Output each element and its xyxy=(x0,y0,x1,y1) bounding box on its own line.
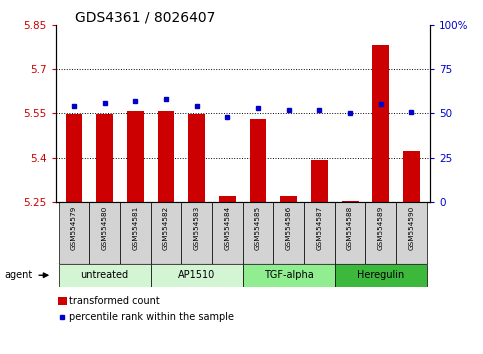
Text: AP1510: AP1510 xyxy=(178,270,215,280)
Bar xyxy=(120,202,151,264)
Text: GDS4361 / 8026407: GDS4361 / 8026407 xyxy=(75,11,215,25)
Text: GSM554581: GSM554581 xyxy=(132,206,138,250)
Text: GSM554588: GSM554588 xyxy=(347,206,353,250)
Bar xyxy=(188,114,205,202)
Bar xyxy=(212,202,243,264)
Bar xyxy=(58,202,89,264)
Bar xyxy=(243,202,273,264)
Text: GSM554582: GSM554582 xyxy=(163,206,169,250)
Bar xyxy=(273,202,304,264)
Text: GSM554589: GSM554589 xyxy=(378,206,384,250)
Bar xyxy=(372,45,389,202)
Bar xyxy=(304,202,335,264)
Bar xyxy=(341,201,358,202)
Bar xyxy=(151,202,181,264)
Bar xyxy=(335,202,366,264)
Bar xyxy=(403,151,420,202)
Bar xyxy=(157,111,174,202)
Text: untreated: untreated xyxy=(81,270,128,280)
Text: TGF-alpha: TGF-alpha xyxy=(264,270,313,280)
Text: GSM554590: GSM554590 xyxy=(409,206,414,250)
Text: GSM554583: GSM554583 xyxy=(194,206,199,250)
Bar xyxy=(311,160,328,202)
Text: GSM554579: GSM554579 xyxy=(71,206,77,250)
Text: GSM554584: GSM554584 xyxy=(225,206,230,250)
Text: GSM554580: GSM554580 xyxy=(101,206,108,250)
Bar xyxy=(66,114,83,202)
Bar xyxy=(335,264,427,287)
Bar xyxy=(127,111,144,202)
Bar xyxy=(280,196,297,202)
Bar xyxy=(96,114,113,202)
Text: Heregulin: Heregulin xyxy=(357,270,404,280)
Bar xyxy=(181,202,212,264)
Text: agent: agent xyxy=(5,270,33,280)
Bar xyxy=(250,119,267,202)
Text: GSM554587: GSM554587 xyxy=(316,206,323,250)
Bar xyxy=(58,297,67,305)
Text: GSM554585: GSM554585 xyxy=(255,206,261,250)
Bar xyxy=(219,196,236,202)
Text: GSM554586: GSM554586 xyxy=(286,206,292,250)
Text: transformed count: transformed count xyxy=(69,296,159,306)
Bar xyxy=(151,264,243,287)
Text: percentile rank within the sample: percentile rank within the sample xyxy=(69,312,234,322)
Bar xyxy=(89,202,120,264)
Bar xyxy=(366,202,396,264)
Bar xyxy=(396,202,427,264)
Bar xyxy=(243,264,335,287)
Bar xyxy=(58,264,151,287)
